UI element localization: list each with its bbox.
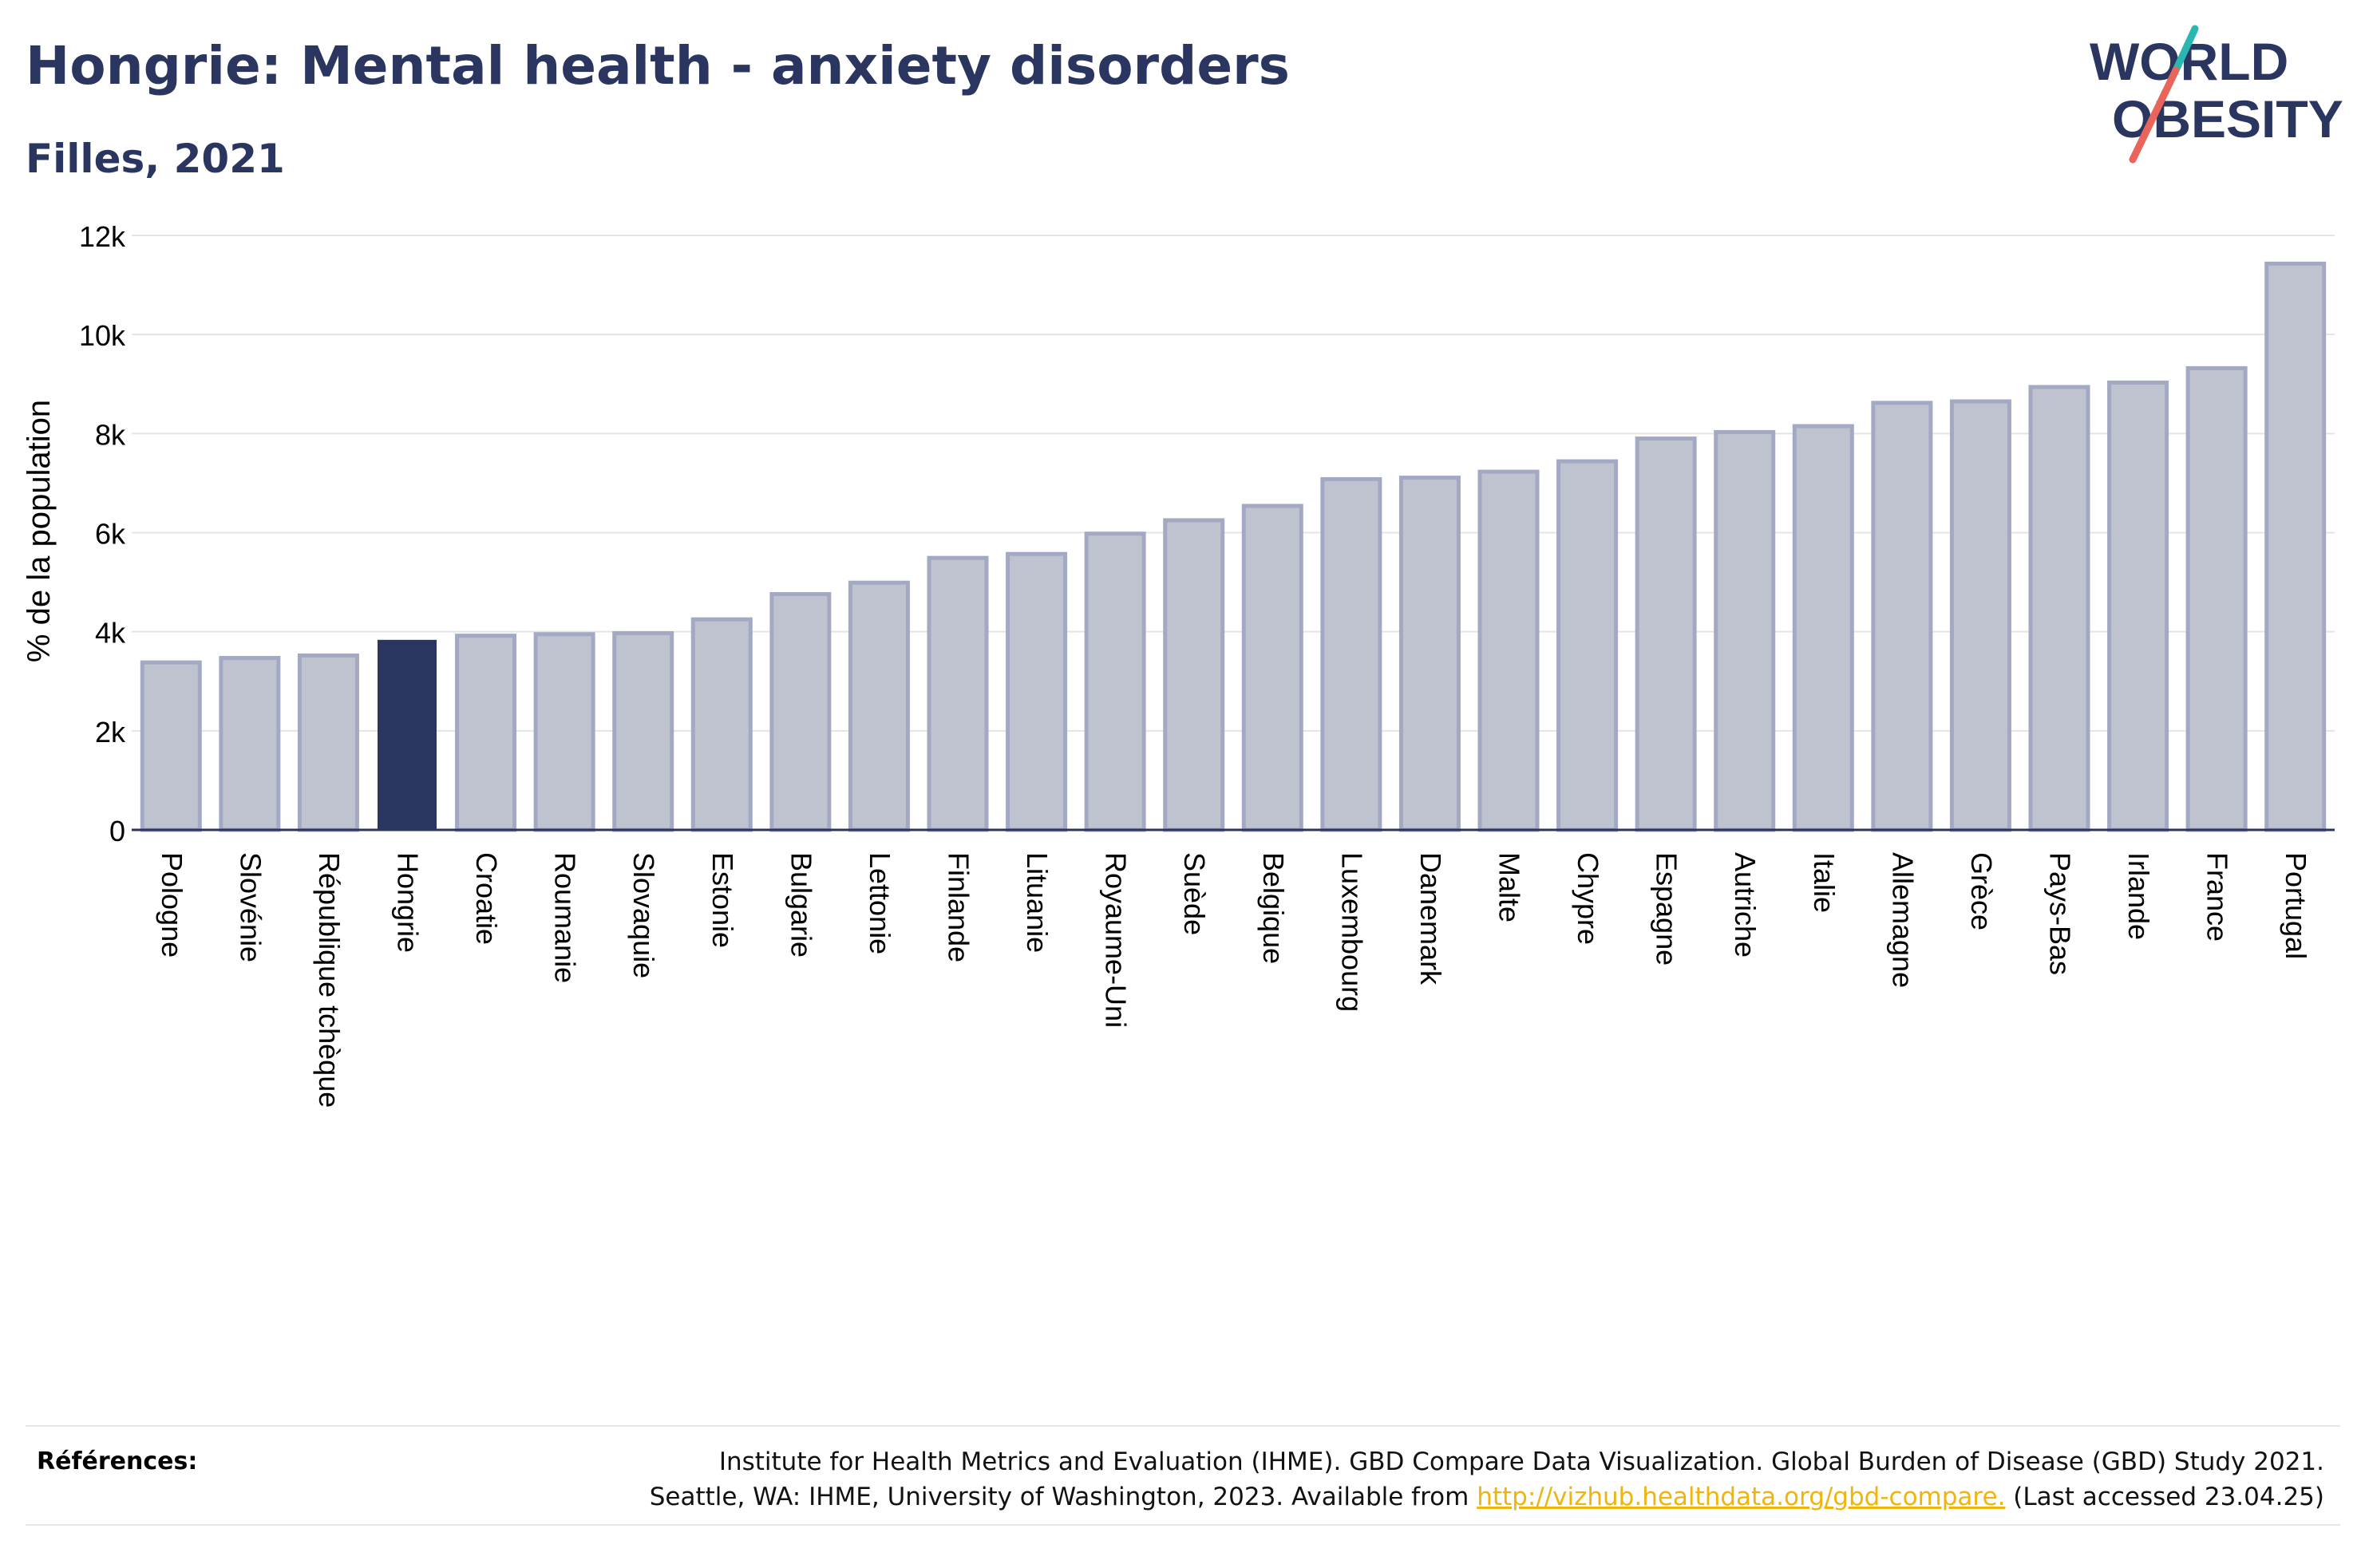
x-tick-label: Slovénie xyxy=(234,852,267,962)
bar-irlande xyxy=(2107,380,2169,832)
x-tick-label: Roumanie xyxy=(549,852,582,983)
x-tick-label: Lettonie xyxy=(864,852,896,954)
references-line2: Seattle, WA: IHME, University of Washing… xyxy=(650,1479,2324,1515)
bar-république-tchèque xyxy=(297,653,359,832)
x-tick-label: Pologne xyxy=(156,852,188,958)
bar-lettonie xyxy=(848,580,910,832)
logo-slash-teal xyxy=(2172,25,2199,74)
y-tick-label: 6k xyxy=(95,518,126,551)
references-line2-suffix: (Last accessed 23.04.25) xyxy=(2013,1483,2324,1512)
x-tick-label: Malte xyxy=(1493,852,1525,922)
bar-bulgarie xyxy=(769,591,832,832)
bar-belgique xyxy=(1241,504,1303,832)
references-text: Institute for Health Metrics and Evaluat… xyxy=(650,1444,2324,1515)
y-axis-label: % de la population xyxy=(22,400,57,662)
x-tick-label: Croatie xyxy=(470,852,503,945)
references-link[interactable]: http://vizhub.healthdata.org/gbd-compare… xyxy=(1477,1483,2006,1512)
bar-pays-bas xyxy=(2028,385,2090,832)
bar-estonie xyxy=(690,617,753,832)
references-divider-bottom xyxy=(26,1524,2340,1526)
bar-malte xyxy=(1477,469,1540,832)
bar-roumanie xyxy=(533,632,595,832)
world-obesity-logo: WORLD OBESITY xyxy=(2090,25,2343,164)
x-tick-label: France xyxy=(2201,852,2234,942)
bar-grèce xyxy=(1949,399,2011,832)
bar-croatie xyxy=(455,634,517,832)
y-tick-label: 8k xyxy=(95,418,126,451)
y-tick-label: 0 xyxy=(109,815,125,847)
x-tick-label: Danemark xyxy=(1414,852,1447,985)
bar-autriche xyxy=(1714,429,1776,832)
bar-hongrie xyxy=(378,639,437,831)
axis-layer: 0 2k 4k 6k 8k 10k 12k Pologne Slovénie République… xyxy=(79,220,2335,1108)
x-tick-label: Espagne xyxy=(1651,852,1683,966)
y-tick-label: 2k xyxy=(95,716,126,748)
y-tick-label: 12k xyxy=(79,220,126,253)
references-label: Références: xyxy=(37,1448,198,1475)
bar-royaume-uni xyxy=(1084,531,1146,832)
y-tick-label: 10k xyxy=(79,319,126,352)
x-tick-label: Finlande xyxy=(942,852,975,962)
references-line2-prefix: Seattle, WA: IHME, University of Washing… xyxy=(649,1483,1469,1512)
x-tick-label: Suède xyxy=(1178,852,1211,935)
x-tick-label: Pays-Bas xyxy=(2043,852,2076,975)
bar-finlande xyxy=(927,555,989,832)
x-tick-label: République tchèque xyxy=(313,852,346,1108)
logo-slash-red xyxy=(2129,66,2180,164)
page-subtitle: Filles, 2021 xyxy=(26,136,285,182)
bar-lituanie xyxy=(1006,551,1068,832)
x-tick-label: Grèce xyxy=(1965,852,1998,930)
x-tick-label: Bulgarie xyxy=(785,852,817,958)
bar-chypre xyxy=(1556,459,1619,832)
references-line1: Institute for Health Metrics and Evaluat… xyxy=(718,1448,2324,1476)
x-tick-label: Belgique xyxy=(1257,852,1290,964)
bar-france xyxy=(2185,365,2248,832)
bar-portugal xyxy=(2264,261,2327,832)
x-tick-label: Luxembourg xyxy=(1335,852,1368,1012)
x-tick-label: Lituanie xyxy=(1021,852,1054,953)
bar-suède xyxy=(1163,518,1225,832)
bar-espagne xyxy=(1635,436,1697,832)
y-tick-label: 4k xyxy=(95,617,126,650)
bar-slovaquie xyxy=(612,631,674,832)
x-tick-label: Estonie xyxy=(706,852,739,948)
x-tick-label: Portugal xyxy=(2280,852,2312,959)
x-tick-label: Chypre xyxy=(1572,852,1604,945)
bar-luxembourg xyxy=(1320,476,1382,832)
references-divider-top xyxy=(26,1425,2340,1427)
bar-slovénie xyxy=(219,656,281,832)
bar-danemark xyxy=(1398,476,1461,832)
bar-chart: 0 2k 4k 6k 8k 10k 12k Pologne Slovénie République… xyxy=(22,220,2335,1108)
page-title: Hongrie: Mental health - anxiety disorde… xyxy=(26,35,1290,97)
x-tick-label: Allemagne xyxy=(1886,852,1919,988)
bar-italie xyxy=(1792,424,1854,832)
bar-pologne xyxy=(140,660,202,832)
bar-layer xyxy=(140,261,2327,832)
x-tick-label: Autriche xyxy=(1729,852,1762,958)
x-tick-label: Royaume-Uni xyxy=(1100,852,1133,1028)
x-tick-label: Hongrie xyxy=(391,852,424,953)
x-tick-label: Slovaquie xyxy=(627,852,660,978)
x-tick-label: Irlande xyxy=(2122,852,2155,940)
x-tick-label: Italie xyxy=(1808,852,1841,913)
bar-allemagne xyxy=(1871,401,1933,832)
